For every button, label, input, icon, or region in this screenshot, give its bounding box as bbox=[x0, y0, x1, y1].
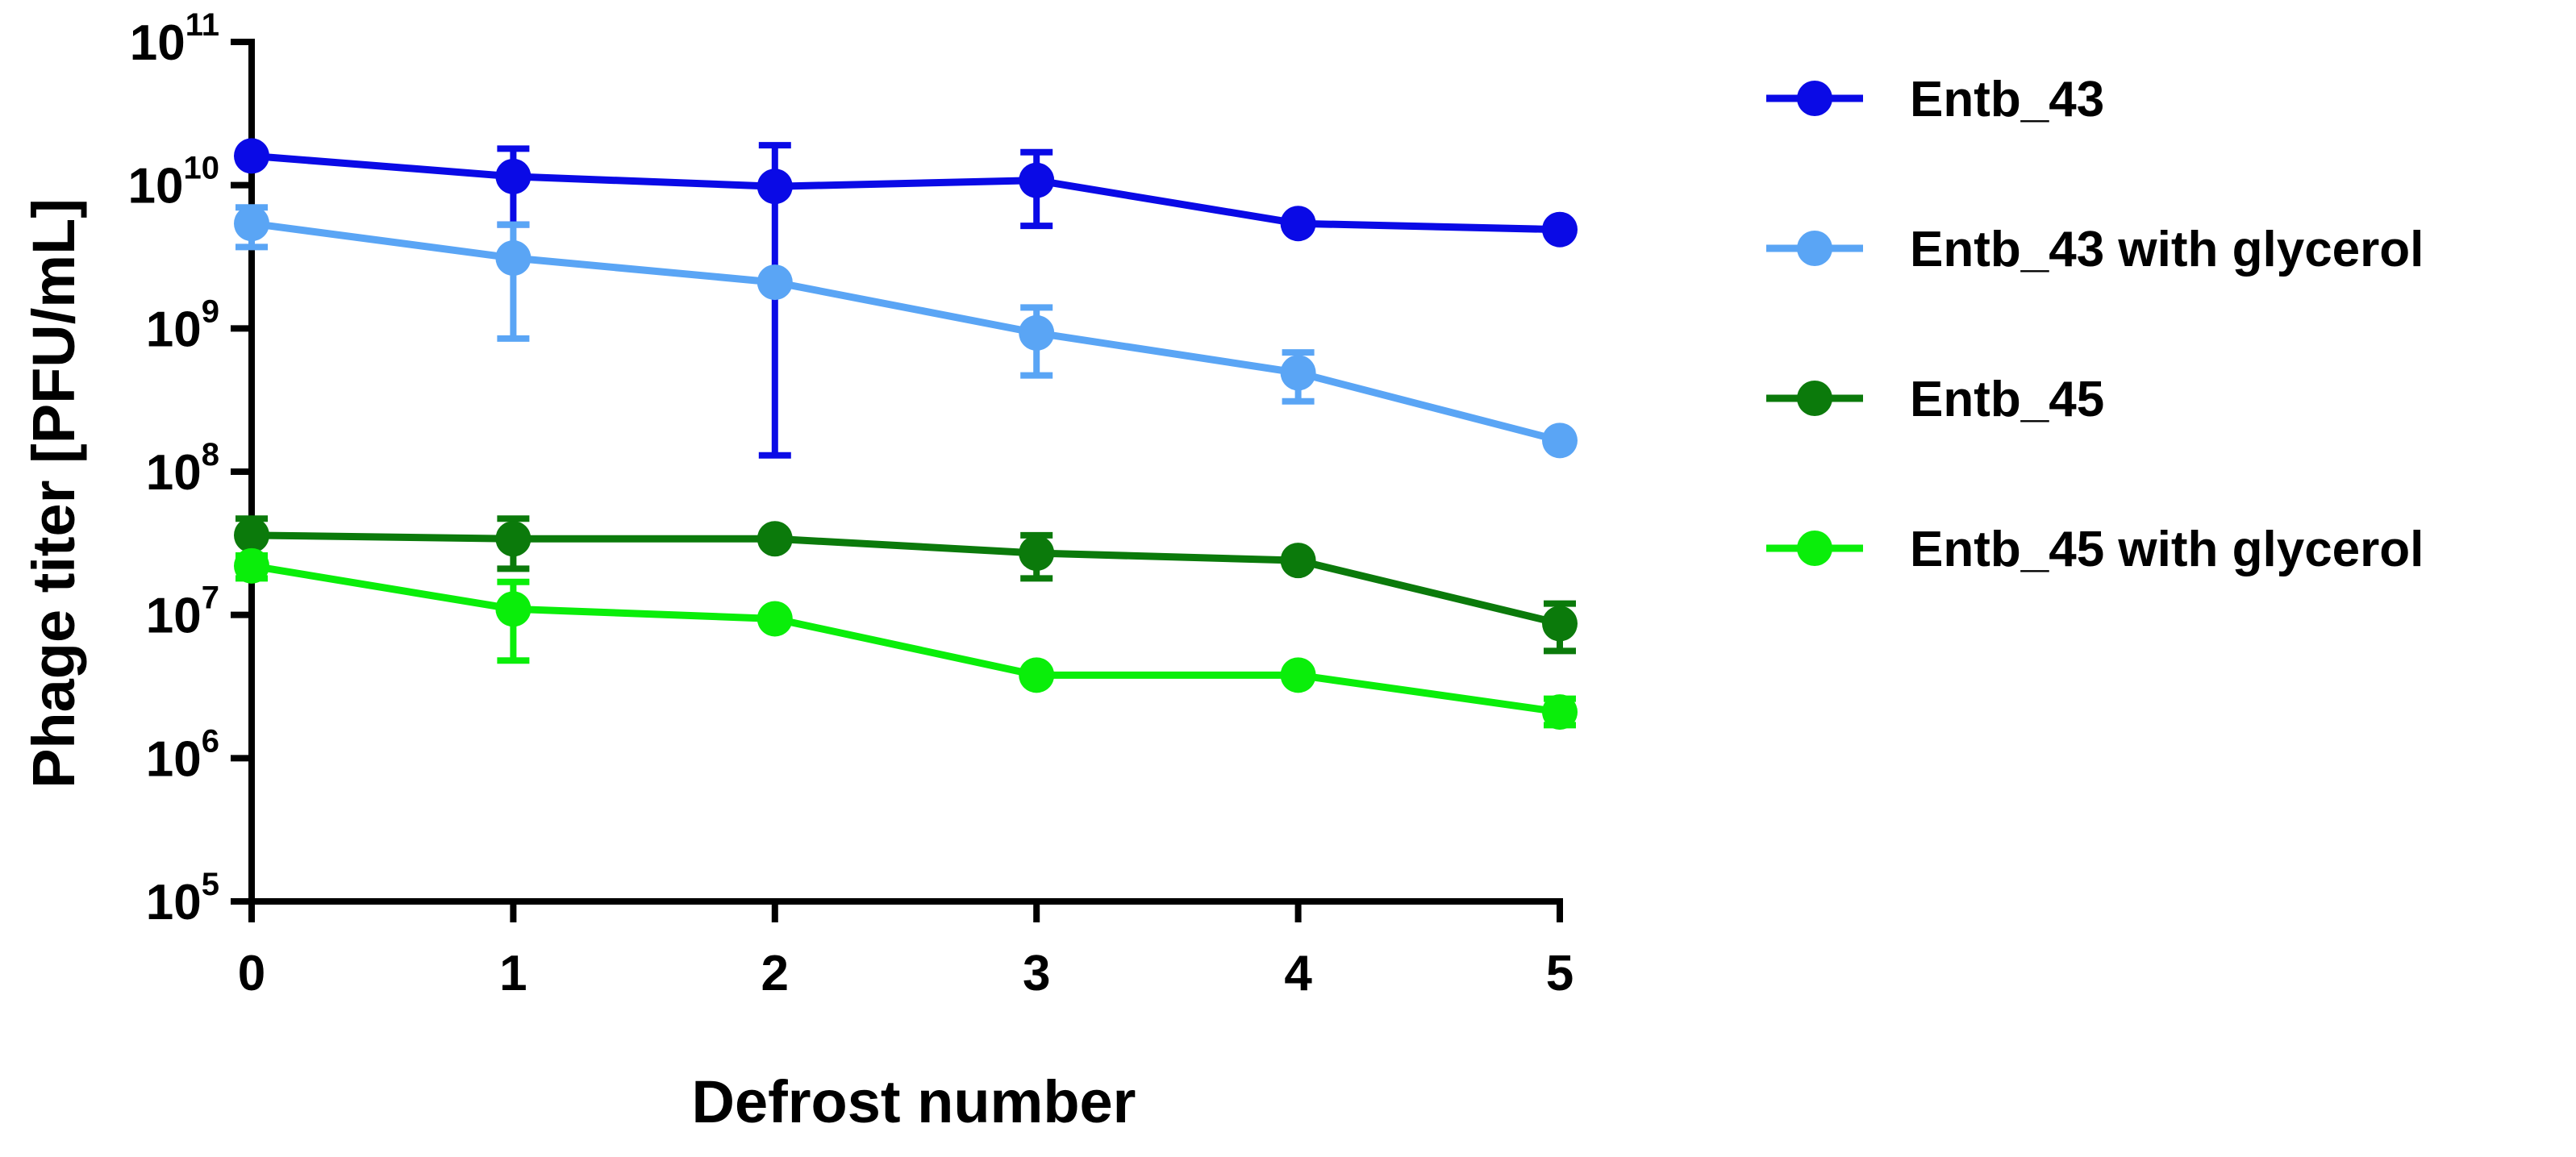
legend-label: Entb_45 with glycerol bbox=[1910, 522, 2424, 577]
legend-swatch-marker bbox=[1797, 531, 1832, 566]
data-point bbox=[1542, 606, 1578, 642]
legend-item-1: Entb_43 with glycerol bbox=[1766, 222, 2424, 277]
data-point bbox=[234, 206, 269, 242]
data-point bbox=[495, 591, 531, 627]
data-point bbox=[495, 240, 531, 277]
legend-swatch-marker bbox=[1797, 81, 1832, 116]
x-tick-label: 2 bbox=[761, 946, 789, 1001]
y-tick-label: 109 bbox=[146, 293, 219, 357]
data-point bbox=[234, 517, 269, 553]
data-point bbox=[757, 521, 793, 557]
data-point bbox=[495, 158, 531, 194]
series-1 bbox=[234, 204, 1578, 459]
series-3 bbox=[234, 547, 1578, 730]
data-point bbox=[1280, 657, 1316, 693]
x-tick-label: 3 bbox=[1023, 946, 1050, 1001]
data-point bbox=[757, 601, 793, 637]
legend-swatch-marker bbox=[1797, 381, 1832, 416]
legend-item-2: Entb_45 bbox=[1766, 372, 2104, 427]
data-point bbox=[1280, 206, 1316, 242]
data-point bbox=[1280, 543, 1316, 579]
data-point bbox=[1280, 355, 1316, 391]
data-point bbox=[1019, 535, 1055, 572]
series-2 bbox=[234, 515, 1578, 655]
data-point bbox=[1542, 211, 1578, 248]
axes: 105 106 107 108 109 1010 1011 0 1 2 3 4 5 bbox=[128, 7, 1574, 1001]
series-0 bbox=[234, 138, 1578, 459]
data-point bbox=[234, 547, 269, 584]
legend-swatch-marker bbox=[1797, 231, 1832, 266]
data-point bbox=[1542, 694, 1578, 730]
data-point bbox=[757, 264, 793, 301]
data-point bbox=[495, 521, 531, 557]
series-line bbox=[251, 562, 1561, 716]
legend: Entb_43 Entb_43 with glycerol Entb_45 Entb_… bbox=[1766, 72, 2424, 577]
data-point bbox=[1019, 657, 1055, 693]
data-point bbox=[1019, 162, 1055, 198]
y-tick-label: 1010 bbox=[128, 151, 219, 214]
y-tick-label: 106 bbox=[146, 723, 219, 787]
x-tick-label: 5 bbox=[1546, 946, 1574, 1001]
series-line bbox=[251, 219, 1561, 444]
x-axis-title: Defrost number bbox=[692, 1068, 1136, 1135]
data-point bbox=[234, 138, 269, 174]
y-tick-label: 107 bbox=[146, 581, 219, 644]
series-line bbox=[251, 531, 1561, 627]
series-layer bbox=[234, 138, 1578, 730]
legend-item-3: Entb_45 with glycerol bbox=[1766, 522, 2424, 577]
y-tick-label: 105 bbox=[146, 867, 219, 930]
y-tick-label: 108 bbox=[146, 437, 219, 501]
legend-label: Entb_43 bbox=[1910, 72, 2104, 127]
legend-label: Entb_43 with glycerol bbox=[1910, 222, 2424, 277]
x-tick-label: 0 bbox=[238, 946, 265, 1001]
data-point bbox=[1542, 422, 1578, 459]
data-point bbox=[1019, 314, 1055, 351]
data-point bbox=[757, 169, 793, 205]
legend-label: Entb_45 bbox=[1910, 372, 2104, 427]
series-line bbox=[251, 152, 1561, 234]
legend-item-0: Entb_43 bbox=[1766, 72, 2104, 127]
y-tick-label: 1011 bbox=[130, 7, 219, 71]
x-tick-label: 1 bbox=[499, 946, 527, 1001]
x-tick-label: 4 bbox=[1284, 946, 1312, 1001]
y-axis-title: Phage titer [PFU/mL] bbox=[20, 198, 87, 789]
